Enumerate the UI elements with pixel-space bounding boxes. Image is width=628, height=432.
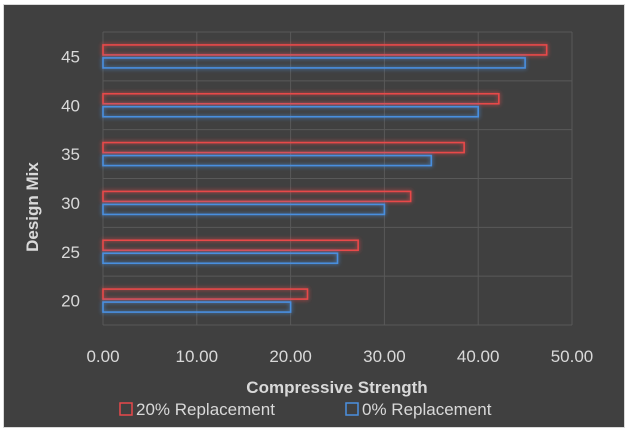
- legend-swatch-20-replacement: [119, 402, 133, 416]
- x-tick-label: 40.00: [457, 347, 500, 366]
- bar-20-replacement-20: [102, 288, 309, 300]
- legend-label-20-replacement: 20% Replacement: [136, 400, 275, 419]
- chart-area: [3, 4, 625, 428]
- bar-20-replacement-35: [102, 141, 465, 154]
- x-tick-label: 0.00: [86, 347, 119, 366]
- y-tick-label: 20: [61, 292, 80, 311]
- bar-20-replacement-30: [102, 190, 412, 203]
- y-axis-title: Design Mix: [23, 162, 42, 252]
- bar-0-replacement-40: [102, 105, 480, 118]
- y-tick-label: 40: [61, 96, 80, 115]
- y-tick-labels: 20 25 30 35 40 45: [61, 47, 80, 310]
- bar-0-replacement-20: [102, 301, 292, 313]
- y-tick-label: 25: [61, 243, 80, 262]
- legend-label-0-replacement: 0% Replacement: [362, 400, 492, 419]
- bar-0-replacement-45: [102, 57, 526, 69]
- bar-20-replacement-40: [102, 92, 500, 105]
- y-tick-label: 45: [61, 47, 80, 66]
- gridlines: [102, 31, 573, 326]
- x-tick-labels: 0.00 10.00 20.00 30.00 40.00 50.00: [86, 347, 593, 366]
- legend: 20% Replacement 0% Replacement: [119, 400, 492, 419]
- y-tick-label: 30: [61, 194, 80, 213]
- x-axis-title: Compressive Strength: [246, 378, 427, 397]
- bar-0-replacement-25: [102, 252, 339, 265]
- y-tick-label: 35: [61, 145, 80, 164]
- bar-20-replacement-45: [102, 44, 548, 56]
- x-tick-label: 20.00: [269, 347, 312, 366]
- bar-20-replacement-25: [102, 239, 359, 252]
- bar-0-replacement-35: [102, 154, 433, 167]
- x-tick-label: 50.00: [551, 347, 594, 366]
- bar-0-replacement-30: [102, 203, 386, 216]
- x-tick-label: 10.00: [176, 347, 219, 366]
- x-tick-label: 30.00: [363, 347, 406, 366]
- legend-swatch-0-replacement: [345, 402, 359, 416]
- bars: [102, 44, 548, 313]
